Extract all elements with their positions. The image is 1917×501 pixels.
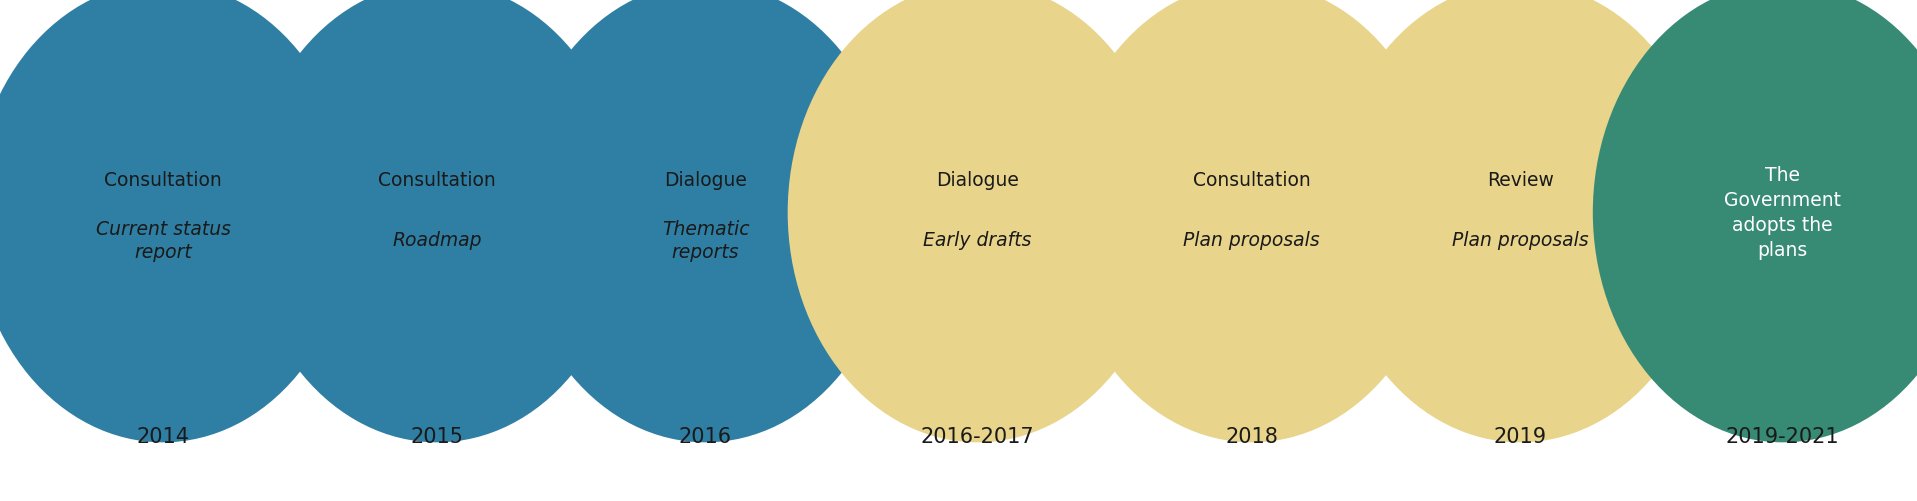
Text: 2019: 2019 [1493, 426, 1547, 446]
Text: The
Government
adopts the
plans: The Government adopts the plans [1723, 166, 1842, 260]
Ellipse shape [1593, 0, 1917, 442]
Text: 2018: 2018 [1225, 426, 1279, 446]
Text: Consultation: Consultation [378, 171, 497, 190]
Text: 2016: 2016 [679, 426, 732, 446]
Text: Early drafts: Early drafts [924, 231, 1031, 250]
Ellipse shape [516, 0, 895, 442]
Text: 2016-2017: 2016-2017 [920, 426, 1035, 446]
Text: Plan proposals: Plan proposals [1183, 231, 1321, 250]
Text: Dialogue: Dialogue [935, 171, 1020, 190]
Text: Consultation: Consultation [1192, 171, 1311, 190]
Text: 2019-2021: 2019-2021 [1725, 426, 1840, 446]
Text: 2014: 2014 [136, 426, 190, 446]
Text: Consultation: Consultation [104, 171, 222, 190]
Text: Current status
report: Current status report [96, 219, 230, 262]
Ellipse shape [788, 0, 1167, 442]
Ellipse shape [247, 0, 627, 442]
Text: Thematic
reports: Thematic reports [661, 219, 750, 262]
Text: Dialogue: Dialogue [663, 171, 748, 190]
Ellipse shape [1330, 0, 1710, 442]
Ellipse shape [0, 0, 353, 442]
Ellipse shape [1062, 0, 1442, 442]
Text: 2015: 2015 [410, 426, 464, 446]
Text: Roadmap: Roadmap [393, 231, 481, 250]
Text: Review: Review [1488, 171, 1553, 190]
Text: Plan proposals: Plan proposals [1451, 231, 1589, 250]
